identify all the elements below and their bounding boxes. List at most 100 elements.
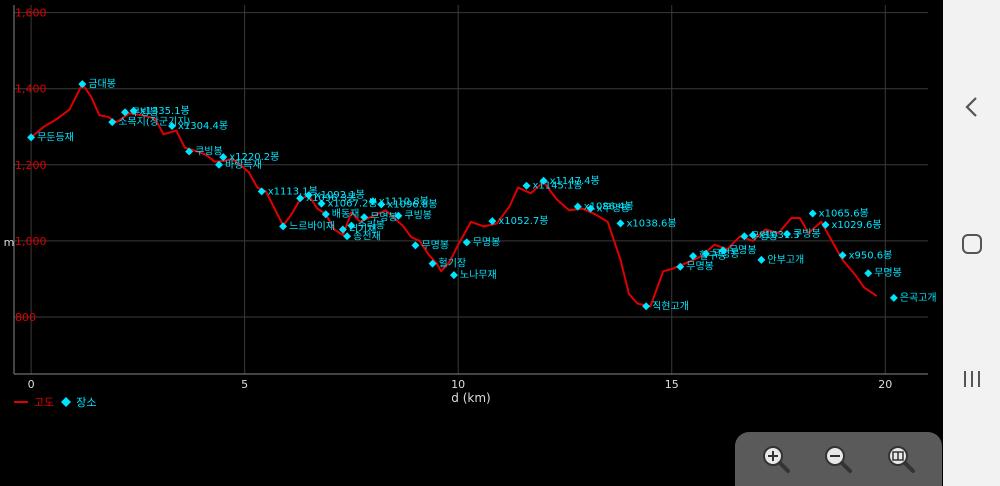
place-diamond xyxy=(821,220,830,229)
place-label: 쿠빙봉 xyxy=(404,210,432,222)
elevation-line xyxy=(30,83,878,308)
recents-button[interactable] xyxy=(943,357,1000,401)
place-marker: 금대봉 xyxy=(78,78,116,90)
place-label: 바랑득재 xyxy=(225,159,262,171)
legend-line-swatch xyxy=(14,401,28,403)
place-diamond xyxy=(642,302,651,311)
place-marker: x1067.2봉 xyxy=(317,198,378,210)
place-marker: x950.6봉 xyxy=(838,249,892,261)
place-diamond xyxy=(718,246,727,255)
place-label: x1092.1봉 xyxy=(315,189,365,201)
place-diamond xyxy=(168,121,177,130)
place-diamond xyxy=(219,153,228,162)
place-diamond xyxy=(78,80,87,89)
place-marker: 무명봉 xyxy=(676,261,714,273)
elevation-series xyxy=(30,83,878,308)
place-marker: 노나무재 xyxy=(449,269,497,281)
place-diamond xyxy=(864,269,873,278)
place-label: 배동재 xyxy=(332,208,360,220)
y-axis-label: m xyxy=(4,236,15,249)
place-marker: x1092.1봉 xyxy=(304,189,365,201)
place-diamond xyxy=(296,194,305,203)
place-diamond xyxy=(27,133,36,142)
place-marker: x1065.6봉 xyxy=(808,207,869,219)
place-diamond xyxy=(121,108,130,117)
system-nav-bar xyxy=(943,0,1000,486)
place-label: x1067.2봉 xyxy=(328,198,378,210)
place-label: x1065.6봉 xyxy=(819,207,869,219)
place-marker: 너기재 xyxy=(338,223,376,235)
place-marker: x1029.6봉 xyxy=(821,219,882,231)
place-marker: 안부고개 xyxy=(757,254,804,266)
zoom-out-button[interactable] xyxy=(818,439,858,479)
zoom-in-button[interactable] xyxy=(756,439,796,479)
chart-legend: 고도 장소 xyxy=(14,394,103,410)
place-diamond xyxy=(740,232,749,241)
place-diamond xyxy=(757,255,766,264)
place-marker: x1096.8봉 xyxy=(377,198,437,210)
place-diamond xyxy=(279,222,288,231)
place-diamond xyxy=(411,241,420,250)
place-diamond xyxy=(586,204,595,213)
place-diamond xyxy=(347,221,356,230)
x-tick-label: 15 xyxy=(665,378,679,391)
y-tick-label: 1,000 xyxy=(15,235,47,248)
zoom-controls xyxy=(735,432,942,486)
place-label: 무명봉 xyxy=(712,248,740,260)
place-label: 무명봉 xyxy=(686,261,714,273)
place-label: 은곡고개 xyxy=(900,292,937,304)
place-diamond xyxy=(689,252,698,261)
place-marker: x1304.4봉 xyxy=(168,120,228,132)
place-diamond xyxy=(488,217,497,226)
place-diamond xyxy=(257,187,266,196)
place-marker: 무명봉 xyxy=(462,236,500,248)
recents-lines-icon xyxy=(963,371,980,387)
legend-diamond-swatch xyxy=(61,397,72,407)
x-tick-label: 20 xyxy=(878,378,892,391)
place-diamond xyxy=(748,231,757,240)
y-tick-label: 1,400 xyxy=(15,83,47,96)
zoom-fit-icon xyxy=(887,446,915,473)
place-marker: 송전재 xyxy=(343,230,381,242)
place-label: 무명봉 xyxy=(421,239,449,251)
place-label: x1096.3봉 xyxy=(306,192,356,204)
place-diamond xyxy=(449,271,458,280)
place-diamond xyxy=(317,199,326,208)
place-label: x1113.1봉 xyxy=(268,185,318,197)
x-tick-label: 10 xyxy=(451,378,465,391)
place-label: 무명봉 xyxy=(874,267,902,279)
place-marker: 무명봉 xyxy=(740,230,778,242)
y-tick-label: 1,600 xyxy=(15,7,47,20)
place-label: x1086.4봉 xyxy=(584,201,634,213)
place-marker: 쿠빙봉 xyxy=(394,210,432,222)
back-button[interactable] xyxy=(943,85,1000,129)
place-diamond xyxy=(360,213,369,222)
place-marker: x1113.1봉 xyxy=(257,185,318,197)
place-diamond xyxy=(394,211,403,220)
place-diamond xyxy=(889,293,898,302)
zoom-fit-button[interactable] xyxy=(881,439,921,479)
place-marker: 무명봉 xyxy=(718,244,757,256)
place-label: 수리봉 xyxy=(357,220,385,232)
place-label: x1096.8봉 xyxy=(387,198,437,210)
place-diamond xyxy=(215,160,224,169)
x-tick-label: 5 xyxy=(241,378,248,391)
place-label: 무명봉 xyxy=(370,211,398,223)
place-diamond xyxy=(185,147,194,156)
place-diamond xyxy=(321,210,330,219)
place-marker: 바랑득재 xyxy=(215,159,262,171)
place-marker: x1052.7봉 xyxy=(488,215,548,227)
place-label: x1029.6봉 xyxy=(831,219,881,231)
zoom-in-icon xyxy=(763,446,791,473)
place-diamond xyxy=(338,225,347,234)
place-marker: 무둔등재 xyxy=(27,131,74,143)
place-label: 쿠빙봉 xyxy=(195,145,223,157)
place-marker: 무명봉 xyxy=(864,267,902,279)
place-diamond xyxy=(573,202,582,211)
place-label: 쿠빙봉 xyxy=(131,106,159,118)
place-marker: 무명봉 xyxy=(360,211,398,223)
place-diamond xyxy=(377,200,386,209)
home-button[interactable] xyxy=(943,222,1000,266)
place-diamond xyxy=(304,191,313,200)
